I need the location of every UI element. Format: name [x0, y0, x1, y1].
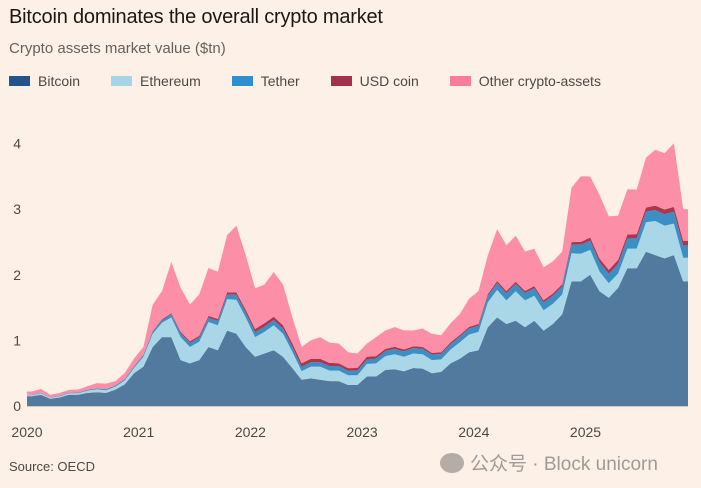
legend-swatch	[9, 76, 30, 86]
legend-label: Tether	[260, 73, 300, 89]
legend: Bitcoin Ethereum Tether USD coin Other c…	[9, 73, 632, 89]
y-tick-label: 2	[13, 267, 21, 283]
legend-item-other: Other crypto-assets	[449, 73, 601, 89]
x-tick-label: 2020	[11, 424, 42, 440]
legend-label: USD coin	[359, 73, 419, 89]
watermark: 公众号 · Block unicorn	[440, 449, 658, 476]
chart-subtitle: Crypto assets market value ($tn)	[9, 40, 226, 57]
legend-swatch	[111, 76, 133, 86]
area-bitcoin	[27, 251, 688, 406]
legend-swatch	[330, 76, 352, 86]
wechat-icon	[440, 452, 464, 473]
x-tick-label: 2023	[347, 424, 378, 440]
y-tick-label: 1	[13, 332, 21, 348]
y-tick-label: 3	[13, 201, 21, 217]
x-tick-label: 2024	[458, 424, 489, 440]
y-tick-label: 0	[13, 398, 21, 414]
legend-label: Ethereum	[140, 73, 201, 89]
legend-item-bitcoin: Bitcoin	[9, 73, 80, 89]
area-layers	[27, 143, 688, 406]
legend-label: Other crypto-assets	[478, 73, 601, 89]
x-tick-label: 2022	[235, 424, 266, 440]
watermark-text: 公众号 · Block unicorn	[470, 454, 658, 475]
legend-item-usd-coin: USD coin	[330, 73, 419, 89]
chart-title: Bitcoin dominates the overall crypto mar…	[9, 6, 383, 28]
area-ethereum	[27, 221, 688, 399]
area-other-crypto-assets	[27, 143, 688, 398]
y-tick-label: 4	[13, 136, 21, 152]
x-tick-label: 2025	[570, 424, 601, 440]
legend-item-ethereum: Ethereum	[111, 73, 201, 89]
legend-item-tether: Tether	[231, 73, 300, 89]
legend-swatch	[231, 76, 253, 86]
legend-label: Bitcoin	[38, 73, 81, 89]
y-axis: 0 1 2 3 4	[13, 136, 21, 414]
legend-swatch	[449, 76, 471, 86]
source-note: Source: OECD	[9, 459, 95, 474]
x-tick-label: 2021	[123, 424, 154, 440]
x-axis: 2020 2021 2022 2023 2024 2025	[11, 424, 601, 440]
